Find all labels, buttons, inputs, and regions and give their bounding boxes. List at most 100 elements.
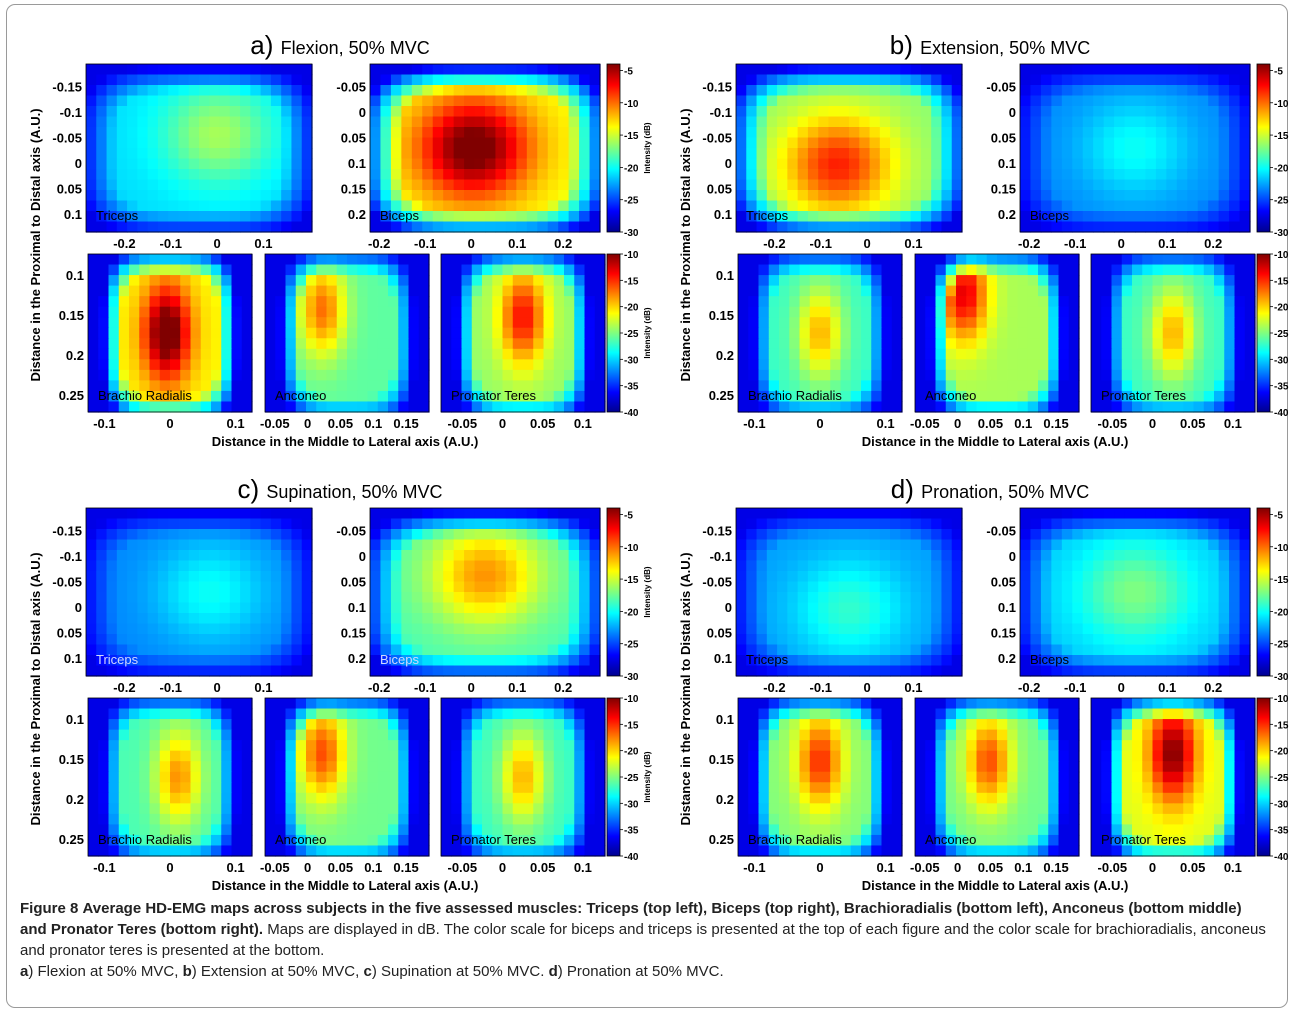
map-frame	[87, 697, 253, 857]
colorbar-tick-label: -10	[1274, 250, 1289, 261]
y-tick-label: 0	[359, 105, 366, 120]
y-tick-label: 0.05	[341, 575, 366, 590]
x-axis-label: Distance in the Middle to Lateral axis (…	[212, 434, 479, 449]
x-tick-label: 0.2	[1204, 236, 1222, 251]
colorbar-tick-label: -15	[1274, 720, 1289, 731]
x-tick-label: 0.1	[574, 416, 592, 431]
muscle-label: Pronator Teres	[1101, 388, 1187, 403]
y-tick-label: 0	[725, 600, 732, 615]
colorbar-gradient	[1256, 697, 1271, 857]
x-tick-label: 0	[499, 416, 506, 431]
y-tick-label: 0.2	[66, 792, 84, 807]
figure-canvas: a) Flexion, 50% MVC Triceps -0.2 -0.1 0 0.1 -0…	[28, 30, 1289, 893]
x-tick-label: 0	[213, 680, 220, 695]
colorbar-tick-label: -25	[624, 329, 639, 340]
panel-title: a) Flexion, 50% MVC	[250, 30, 429, 60]
map-frame	[369, 63, 601, 233]
colorbar-tick-label: -20	[624, 163, 639, 174]
map-frame	[369, 507, 601, 677]
x-tick-label: 0.1	[1158, 236, 1176, 251]
x-tick-label: 0.05	[328, 860, 353, 875]
map-frame	[264, 253, 430, 413]
colorbar-tick-label: -5	[624, 510, 633, 521]
panel-letter: c)	[238, 474, 267, 504]
colorbar-tick-label: -15	[624, 131, 639, 142]
y-tick-label: 0.15	[59, 308, 84, 323]
y-tick-label: -0.05	[986, 80, 1016, 95]
map-triceps: Triceps -0.2 -0.1 0 0.1 -0.15 -0.1 -0.05 0 0.05 0.…	[702, 63, 963, 251]
muscle-label: Brachio Radialis	[748, 388, 842, 403]
y-tick-label: 0.05	[707, 182, 732, 197]
colorbar-tick-label: -30	[1274, 355, 1289, 366]
x-tick-label: -0.2	[1018, 680, 1040, 695]
caption-item-a: ) Flexion at 50% MVC,	[28, 963, 183, 980]
colorbar-tick-label: -10	[1274, 694, 1289, 705]
y-tick-label: 0.1	[998, 600, 1016, 615]
colorbar-gradient	[1256, 63, 1271, 233]
x-tick-label: 0.1	[1158, 680, 1176, 695]
x-tick-label: -0.05	[260, 860, 290, 875]
x-tick-label: 0	[468, 236, 475, 251]
y-tick-label: 0.1	[66, 268, 84, 283]
map-frame	[87, 253, 253, 413]
colorbar-tick-label: -40	[1274, 408, 1289, 419]
x-tick-label: 0	[166, 860, 173, 875]
muscle-label: Biceps	[1030, 652, 1070, 667]
colorbar-gradient	[606, 63, 621, 233]
panel-title-text: Pronation, 50% MVC	[921, 482, 1089, 502]
x-tick-label: 0.1	[364, 860, 382, 875]
map-frame	[440, 697, 606, 857]
x-tick-label: -0.05	[260, 416, 290, 431]
muscle-label: Biceps	[380, 208, 420, 223]
map-anconeo: Anconeo -0.05 0 0.05 0.1 0.15	[260, 253, 430, 431]
colorbar-tick-label: -35	[1274, 382, 1289, 393]
x-tick-label: -0.1	[93, 860, 115, 875]
x-tick-label: -0.1	[160, 236, 182, 251]
colorbar-gradient	[1256, 253, 1271, 413]
y-tick-label: 0.15	[341, 182, 366, 197]
colorbar-tick-label: -15	[624, 720, 639, 731]
colorbar-tick-label: -20	[1274, 607, 1289, 618]
caption-item-b: ) Extension at 50% MVC,	[191, 963, 364, 980]
map-frame	[1090, 253, 1256, 413]
y-tick-label: 0.25	[59, 388, 84, 403]
map-pronator-teres: Pronator Teres -0.05 0 0.05 0.1	[1090, 253, 1256, 431]
colorbar-tick-label: -40	[1274, 852, 1289, 863]
x-tick-label: 0.1	[1014, 860, 1032, 875]
x-tick-label: 0.05	[328, 416, 353, 431]
colorbar-gradient	[606, 507, 621, 677]
x-tick-label: -0.2	[368, 236, 390, 251]
colorbar-tick-label: -10	[624, 694, 639, 705]
colorbar-tick-label: -15	[1274, 575, 1289, 586]
panel-letter: d)	[891, 474, 921, 504]
y-tick-label: -0.15	[702, 524, 732, 539]
map-frame	[914, 253, 1080, 413]
muscle-label: Anconeo	[925, 388, 976, 403]
muscle-label: Anconeo	[275, 388, 326, 403]
x-tick-label: 0.05	[978, 416, 1003, 431]
colorbar-tick-label: -35	[624, 826, 639, 837]
map-frame	[85, 507, 313, 677]
map-frame	[1090, 697, 1256, 857]
x-tick-label: -0.1	[810, 680, 832, 695]
colorbar-tick-label: -5	[1274, 510, 1283, 521]
x-tick-label: -0.2	[113, 680, 135, 695]
colorbar-tick-label: -30	[1274, 228, 1289, 239]
map-brachio-radialis: Brachio Radialis -0.1 0 0.1 0.1 0.15 0.2 0.25	[59, 253, 253, 431]
colorbar-tick-label: -20	[624, 303, 639, 314]
y-tick-label: 0	[75, 600, 82, 615]
colorbar-tick-label: -25	[624, 640, 639, 651]
muscle-label: Brachio Radialis	[98, 388, 192, 403]
x-tick-label: 0.1	[574, 860, 592, 875]
x-tick-label: 0.05	[530, 860, 555, 875]
y-tick-label: 0.2	[348, 651, 366, 666]
colorbar-tick-label: -25	[1274, 640, 1289, 651]
y-tick-label: 0.15	[991, 626, 1016, 641]
x-tick-label: 0.1	[227, 416, 245, 431]
x-tick-label: -0.05	[447, 416, 477, 431]
x-tick-label: 0.1	[254, 236, 272, 251]
colorbar-label: Intensity (dB)	[643, 307, 652, 358]
